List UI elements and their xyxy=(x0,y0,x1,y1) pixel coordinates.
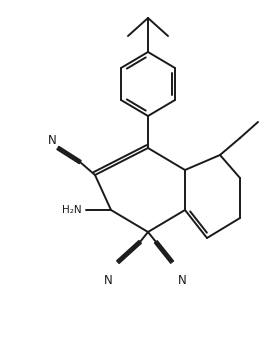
Text: N: N xyxy=(178,274,186,286)
Text: N: N xyxy=(104,274,112,286)
Text: H₂N: H₂N xyxy=(62,205,82,215)
Text: N: N xyxy=(48,134,56,146)
